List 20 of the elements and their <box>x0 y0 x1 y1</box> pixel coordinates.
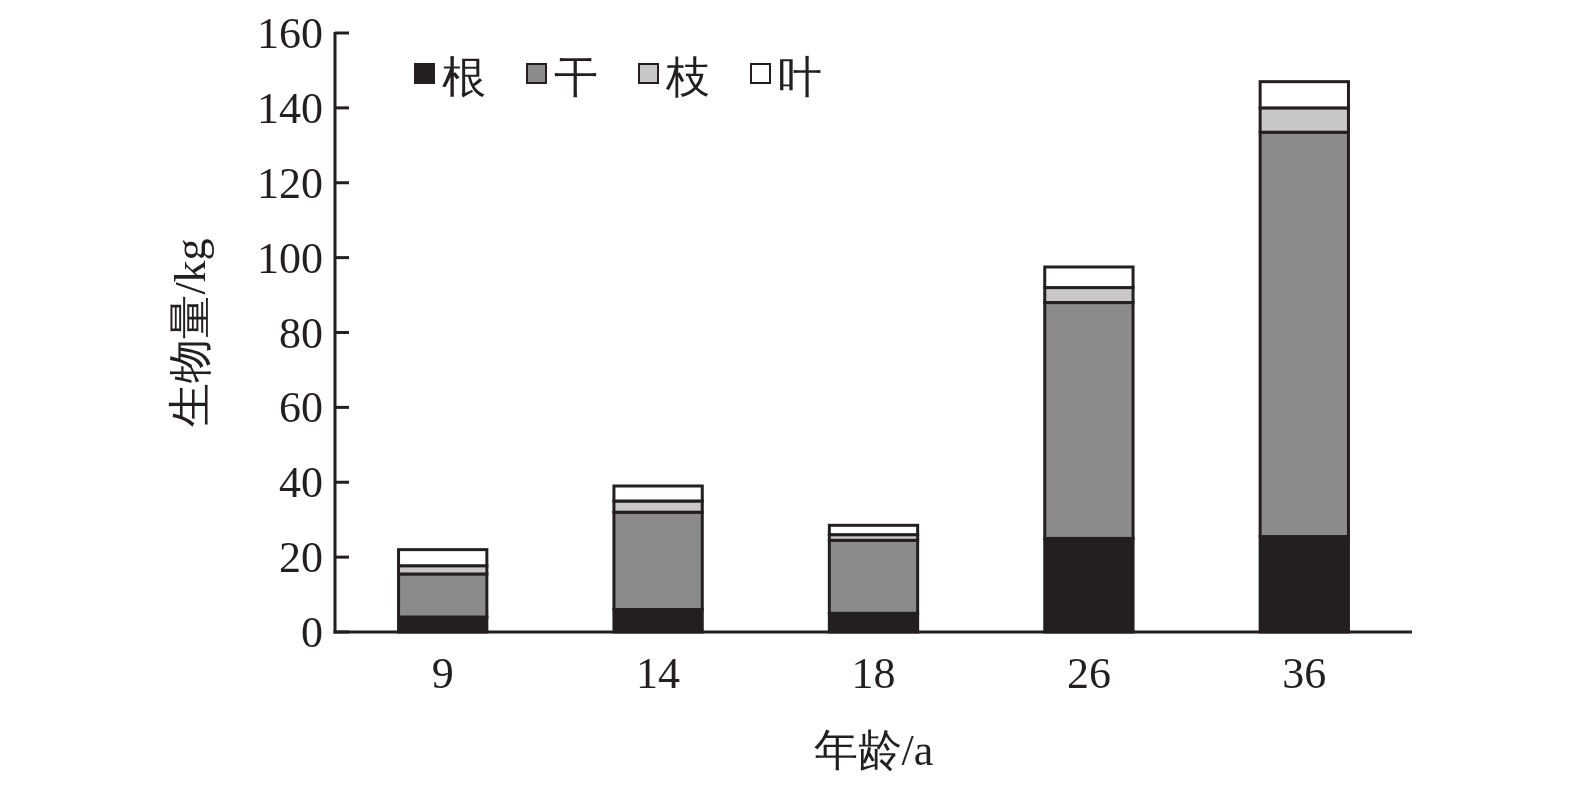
x-tick-label: 36 <box>1282 649 1327 698</box>
x-tick-label: 14 <box>636 649 681 698</box>
legend-label: 根 <box>442 53 486 102</box>
y-tick-label: 120 <box>257 158 323 208</box>
y-tick-label: 60 <box>279 383 323 433</box>
y-tick-label: 160 <box>257 9 323 58</box>
y-axis-title: 生物量/kg <box>166 238 215 427</box>
x-tick-label: 26 <box>1066 649 1111 698</box>
y-tick-label: 80 <box>279 308 323 358</box>
x-axis-title: 年龄/a <box>813 726 934 775</box>
y-tick-label: 100 <box>257 233 323 283</box>
legend-label: 干 <box>554 53 598 102</box>
legend-label: 叶 <box>778 53 822 102</box>
legend-label: 枝 <box>665 53 710 102</box>
y-tick-label: 40 <box>279 458 323 508</box>
y-tick-label: 140 <box>257 83 323 133</box>
y-tick-label: 20 <box>279 533 323 583</box>
x-tick-label: 9 <box>431 649 454 698</box>
y-tick-label: 0 <box>301 608 323 657</box>
x-tick-label: 18 <box>851 649 896 698</box>
